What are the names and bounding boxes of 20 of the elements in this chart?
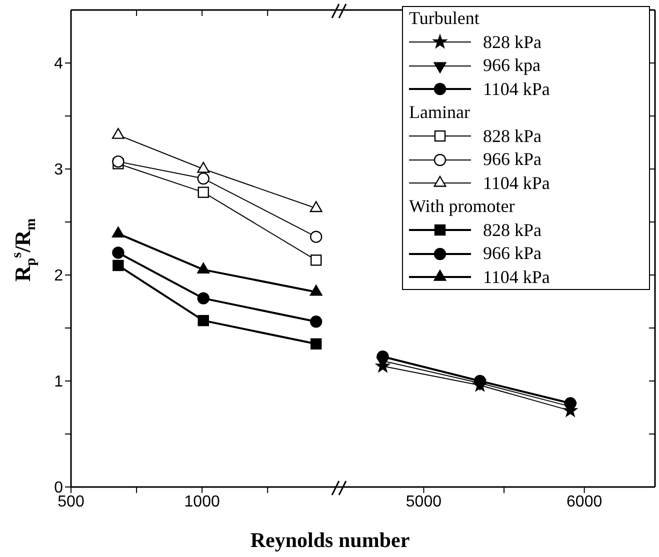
legend-label: 828 kPa bbox=[483, 124, 542, 148]
x-axis-title: Reynolds number bbox=[249, 528, 411, 553]
legend-label: 1104 kPa bbox=[483, 172, 550, 194]
y-tick-label: 3 bbox=[54, 162, 64, 179]
x-tick-label: 5000 bbox=[406, 493, 442, 510]
legend-label: 1104 kPa bbox=[483, 266, 550, 288]
y-tick-label: 4 bbox=[54, 56, 64, 73]
x-tick-label: 6000 bbox=[566, 493, 602, 510]
legend-title: Turbulent bbox=[408, 7, 480, 30]
legend-label: 1104 kPa bbox=[483, 78, 550, 100]
legend-label: 966 kpa bbox=[483, 54, 540, 77]
x-tick-label: 1000 bbox=[184, 493, 220, 510]
legend-label: 966 kPa bbox=[483, 148, 542, 171]
legend-label: 966 kPa bbox=[483, 242, 542, 265]
annotation: With promoter bbox=[408, 195, 516, 218]
y-tick-label: 1 bbox=[54, 374, 64, 391]
legend-label: 828 kPa bbox=[483, 30, 542, 54]
y-tick-label: 2 bbox=[54, 268, 64, 285]
legend-label: 828 kPa bbox=[483, 218, 542, 242]
annotation: Laminar bbox=[408, 101, 471, 124]
